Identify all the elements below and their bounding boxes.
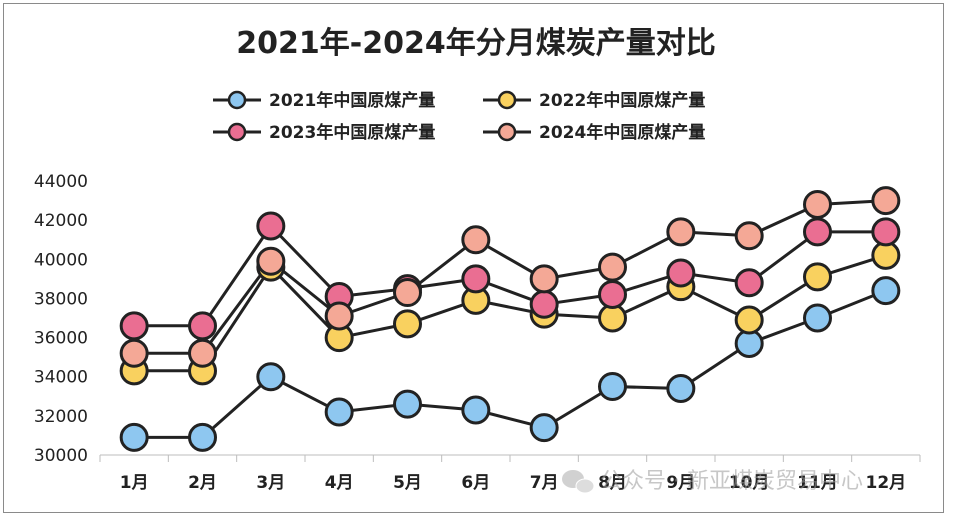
data-point <box>803 217 832 247</box>
y-tick-label: 34000 <box>34 368 88 388</box>
x-tick-label: 8月 <box>598 473 627 493</box>
data-point <box>461 264 491 294</box>
legend-label: 2023年中国原煤产量 <box>269 122 435 143</box>
x-tick-label: 12月 <box>865 473 906 493</box>
legend-item: 2021年中国原煤产量 <box>213 90 435 111</box>
x-tick-label: 6月 <box>461 473 490 493</box>
series-markers <box>119 276 901 452</box>
data-point <box>871 276 901 306</box>
legend-item: 2023年中国原煤产量 <box>213 122 435 143</box>
data-point <box>256 362 286 392</box>
data-point <box>734 221 764 251</box>
chart-border <box>3 3 944 513</box>
legend: 2021年中国原煤产量 2022年中国原煤产量 2023年中国原煤产量 2024年中国… <box>213 90 705 143</box>
data-point <box>188 338 217 368</box>
y-tick-label: 36000 <box>34 329 88 349</box>
legend-label: 2022年中国原煤产量 <box>539 90 705 111</box>
data-point <box>119 338 149 368</box>
data-point <box>598 280 627 310</box>
data-point <box>529 264 559 294</box>
wechat-icon <box>562 470 595 494</box>
data-point <box>393 389 422 419</box>
y-tick-label: 42000 <box>34 211 88 231</box>
data-point <box>188 422 217 452</box>
data-point <box>256 211 286 241</box>
watermark-text: 公众号 · 新亚煤炭贸易中心 <box>600 469 863 494</box>
data-point <box>598 252 627 282</box>
legend-label: 2021年中国原煤产量 <box>269 90 435 111</box>
data-point <box>461 395 491 425</box>
data-point <box>256 246 286 276</box>
data-point <box>393 309 422 339</box>
x-tick-label: 5月 <box>393 473 422 493</box>
x-tick-label: 2月 <box>188 473 217 493</box>
data-point <box>119 422 149 452</box>
data-point <box>119 311 149 341</box>
x-tick-label: 7月 <box>530 473 559 493</box>
x-tick-label: 3月 <box>256 473 285 493</box>
series <box>119 186 901 452</box>
x-tick-label: 9月 <box>666 473 695 493</box>
chart-title: 2021年-2024年分月煤炭产量对比 <box>236 26 715 61</box>
axes: 30000 32000 34000 36000 38000 40000 42000 44000… <box>34 172 921 493</box>
x-tick-label: 4月 <box>325 473 354 493</box>
x-tick-label: 1月 <box>120 473 149 493</box>
data-point <box>598 372 627 401</box>
data-point <box>461 225 491 255</box>
y-tick-label: 40000 <box>34 250 88 270</box>
data-point <box>529 289 559 319</box>
data-point <box>529 413 559 443</box>
x-tick-label: 10月 <box>729 473 770 493</box>
data-point <box>324 301 354 331</box>
series-markers <box>119 186 901 368</box>
y-tick-label: 30000 <box>34 446 88 466</box>
y-tick-label: 38000 <box>34 289 88 309</box>
data-point <box>803 262 832 292</box>
data-point <box>803 303 832 333</box>
data-point <box>393 278 422 308</box>
data-point <box>666 217 696 247</box>
legend-item: 2022年中国原煤产量 <box>483 90 705 111</box>
data-point <box>666 258 696 288</box>
legend-marker <box>227 122 247 142</box>
x-tick-label: 11月 <box>797 473 838 493</box>
data-point <box>734 268 764 298</box>
data-point <box>871 217 901 247</box>
y-tick-label: 44000 <box>34 172 88 192</box>
data-point <box>803 189 832 219</box>
data-point <box>188 311 217 341</box>
legend-item: 2024年中国原煤产量 <box>483 122 705 143</box>
y-tick-label: 32000 <box>34 407 88 427</box>
legend-label: 2024年中国原煤产量 <box>539 122 705 143</box>
legend-marker <box>497 122 517 142</box>
data-point <box>871 186 901 216</box>
data-point <box>666 373 696 403</box>
legend-marker <box>497 90 517 110</box>
watermark: 公众号 · 新亚煤炭贸易中心 <box>562 469 863 494</box>
data-point <box>324 397 354 427</box>
legend-marker <box>227 90 247 110</box>
data-point <box>734 305 764 335</box>
